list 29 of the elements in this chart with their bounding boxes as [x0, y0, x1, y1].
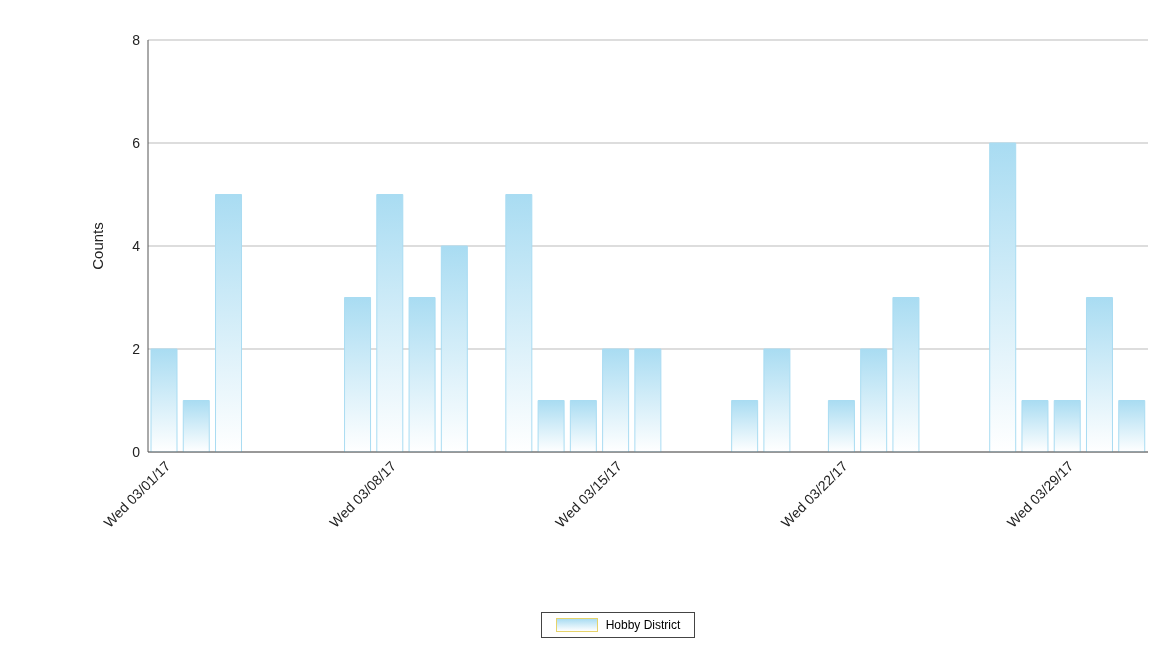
y-tick-label: 6 [132, 134, 141, 151]
bar [182, 400, 210, 452]
bar [1053, 400, 1081, 452]
y-axis-title: Counts [89, 222, 107, 270]
bar [344, 297, 372, 452]
bar [731, 400, 759, 452]
bar [537, 400, 565, 452]
y-tick-label: 4 [132, 237, 141, 254]
y-tick-label: 8 [132, 31, 141, 48]
bar [569, 400, 597, 452]
bar [860, 348, 888, 452]
bar [1118, 400, 1146, 452]
bar [892, 297, 920, 452]
bar [408, 297, 436, 452]
bar [376, 194, 404, 452]
bar [1085, 297, 1113, 452]
bar [989, 142, 1017, 452]
bar [215, 194, 243, 452]
bar [763, 348, 791, 452]
y-tick-label: 0 [132, 443, 141, 460]
bar [150, 348, 178, 452]
bar [505, 194, 533, 452]
bar [827, 400, 855, 452]
bar [1021, 400, 1049, 452]
y-tick-label: 2 [132, 340, 141, 357]
bar [440, 245, 468, 452]
bar [634, 348, 662, 452]
legend-label: Hobby District [605, 618, 681, 632]
bar [602, 348, 630, 452]
